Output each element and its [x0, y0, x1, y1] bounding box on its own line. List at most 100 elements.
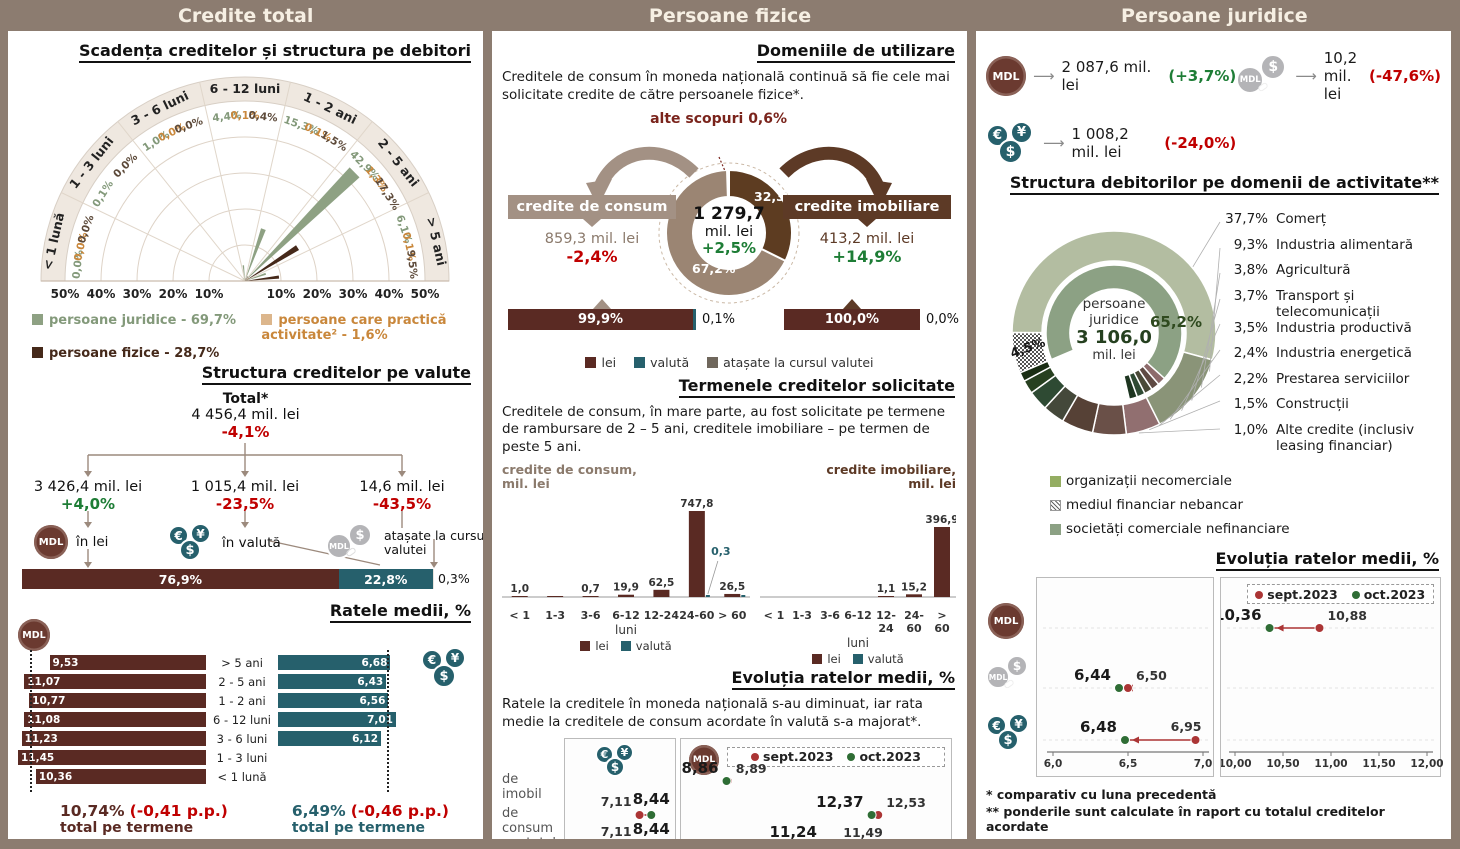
polygon [430, 562, 438, 568]
rate-row: 11,23 3 - 6 luni 6,12 [18, 729, 473, 748]
polar-spoke [244, 82, 291, 282]
debtor-donut-svg [1011, 221, 1221, 436]
mdl-coin-gray-icon: MDL [986, 665, 1010, 689]
polar-value-label: 0,0% [76, 213, 97, 245]
dotplot-pj-right: sept.2023 oct.2023 10,00 10,50 11,00 11,50 1… [1219, 577, 1443, 777]
domain-name: Industria energetică [1276, 345, 1412, 361]
average-line-mdl [29, 650, 32, 792]
axis-tick-label: 6,5 [1119, 758, 1138, 770]
oct-value: 6,44 [1074, 666, 1111, 684]
term-bar-value: 1,0 [510, 583, 529, 595]
polar-wedge [245, 167, 360, 281]
domain-row: 3,8% Agricultură [1224, 262, 1440, 288]
legend-item-valuta: valută [852, 652, 904, 666]
section-title-scadenta: Scadența creditelor și structura pe debi… [18, 41, 471, 63]
domain-pct: 1,5% [1233, 396, 1268, 412]
term-category-label: > 60 [934, 609, 950, 636]
axis-tick-label: 12,00 [1410, 758, 1443, 770]
domain-name: Industria productivă [1276, 319, 1412, 336]
term-category-label: 3-6 [820, 609, 840, 623]
dotplot-valuta: € ¥ $ 0108,447,118,447,11 [564, 737, 676, 839]
rate-total-caption: total pe termene [60, 820, 194, 836]
currency-coins-icon: € ¥ $ [421, 647, 469, 693]
polar-grid-ring [100, 136, 390, 282]
paragraph-evolutia: Ratele la creditele în moneda națională … [502, 696, 923, 730]
legend-item-sept: sept.2023 [751, 749, 833, 764]
row-label-total: total [526, 836, 556, 839]
mdl-coin-icon: MDL [18, 619, 50, 651]
polar-wedge [242, 265, 245, 281]
imob-value-block: 413,2 mil. lei +14,9% [783, 231, 951, 266]
bar-segment-atasate [432, 569, 434, 589]
sept-value: 7,11 [601, 794, 632, 809]
panel-persoane-fizice: Domeniile de utilizare Creditele de cons… [492, 31, 967, 839]
polar-axis-label: 50% [51, 287, 80, 301]
rate-bar-valuta: 6,43 [278, 674, 387, 689]
tree-icon-row: MDL în lei € ¥ $ în valută $ [18, 523, 483, 565]
g [84, 471, 438, 568]
domain-row: 3,7% Transport și telecomunicații [1224, 288, 1440, 320]
outer-ring-segment [1019, 360, 1052, 383]
plot-icons-column: MDL $ MDL € ¥ $ [986, 577, 1030, 777]
dollar-coin-icon: $ [179, 539, 201, 561]
term-bar-value: 15,2 [901, 581, 927, 593]
term-category-label: < 1 [763, 609, 785, 623]
leader-line [1191, 298, 1221, 401]
oct-value: 6,48 [1080, 718, 1117, 736]
consum-bar-rest-label: 0,1% [702, 311, 736, 327]
polar-wedge [245, 245, 300, 281]
oct-dot [866, 809, 877, 820]
rate-bar-valuta: 6,68 [278, 655, 391, 670]
donut-center-unit: mil. lei [704, 223, 754, 240]
legend-label: atașate la cursul valutei [723, 354, 874, 370]
stat-change: (-24,0%) [1164, 134, 1237, 152]
term-bar-lei [934, 527, 950, 598]
sept-value: 6,50 [1136, 668, 1167, 683]
domain-name: Agricultură [1276, 262, 1351, 278]
currency-coins-icon: € ¥ $ [986, 121, 1036, 165]
usage-donut-figure: alte scopuri 0,6% 1 279,7 mil. lei +2,5%… [502, 111, 960, 351]
arrow-icon: ⟶ [1043, 134, 1065, 152]
imob-bar-rest-label: 0,0% [926, 311, 960, 327]
legend-swatch-lei [812, 654, 823, 665]
rate-cell-fx [278, 750, 396, 765]
polar-axis-label: 20% [159, 287, 188, 301]
currency-share-bar: 76,9% 22,8% [22, 569, 434, 589]
outer-ring-segment [1011, 230, 1217, 361]
average-rates-chart: MDL € ¥ $ 9,53 > 5 ani 6,68 11,07 2 - 5 ani 6… [18, 619, 473, 793]
row-label-consum: de consum [502, 805, 554, 836]
oct-dot [646, 809, 657, 820]
term-category-label: 24-60 [679, 609, 715, 623]
rate-bar-value: 6,56 [359, 694, 386, 707]
leader-line [1158, 374, 1221, 426]
legend-swatch-activitate [261, 314, 273, 325]
legend-label: lei [595, 639, 609, 654]
section-title-domenii: Domeniile de utilizare [502, 41, 955, 63]
legend-label: sept.2023 [763, 749, 834, 765]
rate-bar-lei: 11,23 [21, 731, 206, 746]
leader-line [1192, 221, 1221, 267]
polar-axis-label: 10% [195, 287, 224, 301]
rate-row: 10,77 1 - 2 ani 6,56 [18, 691, 473, 710]
section-title-evolutia-text: Evoluția ratelor medii, % [731, 668, 955, 691]
donut-center-circle [694, 197, 764, 268]
oct-dot [1119, 735, 1130, 745]
consum-currency-bar: 99,9% [508, 308, 696, 330]
branch-icon-label: în lei [76, 534, 109, 550]
arrow-imobiliare [779, 146, 886, 192]
rate-cell-mdl: 9,53 [18, 655, 206, 670]
sept-value: 8,89 [736, 761, 767, 776]
bar-segment-label: 76,9% [158, 571, 203, 587]
term-bar-lei [724, 594, 741, 598]
polygon [84, 562, 92, 568]
rate-cell-fx: 7,01 [278, 712, 396, 727]
debtor-structure-donut: 4,5% 65,2% persoane juridice 3 106,0 mil… [986, 201, 1441, 465]
polar-value-label: 0,1% [230, 110, 260, 122]
mdl-coin-gray-icon: MDL [326, 533, 352, 559]
domain-name: Transport și telecomunicații [1276, 287, 1380, 320]
header-persoane-juridice: Persoane juridice [1121, 4, 1308, 27]
donut-center: persoane juridice 3 106,0 mil. lei [1070, 296, 1158, 364]
header-credite-total: Credite total [177, 4, 314, 27]
consum-bar-valuta [693, 308, 696, 330]
domain-pct: 1,0% [1233, 421, 1268, 438]
